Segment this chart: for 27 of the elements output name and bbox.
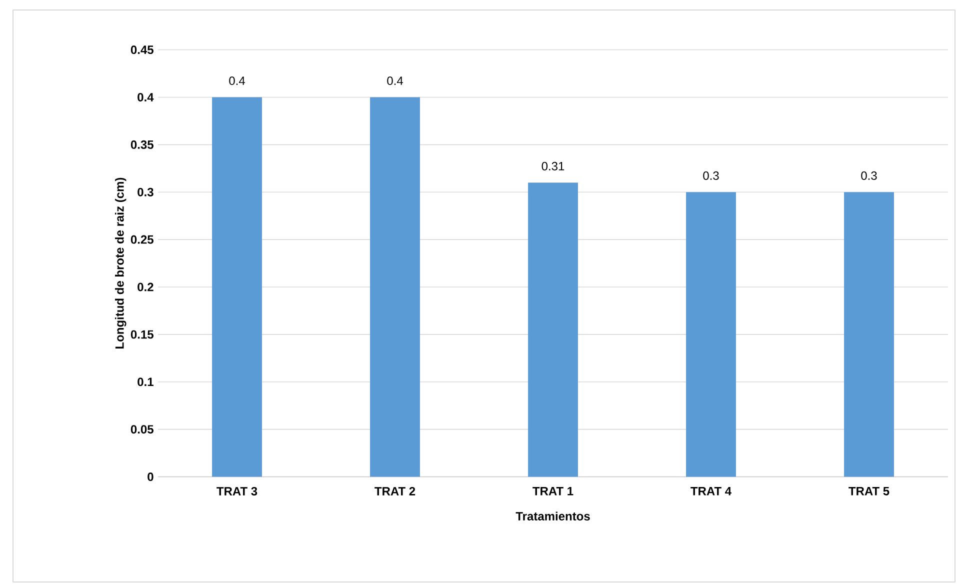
data-label: 0.31 [542,162,564,170]
y-tick-label: 0.1 [138,378,154,386]
y-tick-label: 0.35 [130,140,154,149]
data-label: 0.3 [861,171,877,180]
x-tick-label: TRAT 4 [690,486,732,496]
y-tick-label: 0 [148,472,154,482]
bar [844,192,894,477]
bar [370,97,420,477]
y-tick-label: 0.25 [130,235,154,244]
y-tick-label: 0.3 [138,188,154,196]
y-tick-label: 0.15 [130,330,154,339]
y-tick-label: 0.4 [138,92,154,102]
x-tick-label: TRAT 5 [848,486,890,496]
y-tick-label: 0.45 [130,46,154,54]
x-axis-title: Tratamientos [516,512,590,520]
x-tick-label: TRAT 3 [216,486,258,496]
bar [212,97,262,477]
data-label: 0.4 [229,76,245,86]
data-label: 0.4 [387,76,403,86]
x-tick-label: TRAT 1 [532,486,574,496]
y-axis-title: Longitud de brote de raiz (cm) [115,178,126,348]
x-tick-label: TRAT 2 [374,486,416,496]
y-tick-label: 0.2 [138,282,154,292]
data-label: 0.3 [703,171,719,180]
y-tick-label: 0.05 [130,425,154,434]
bar [528,182,578,477]
bar [686,192,736,477]
